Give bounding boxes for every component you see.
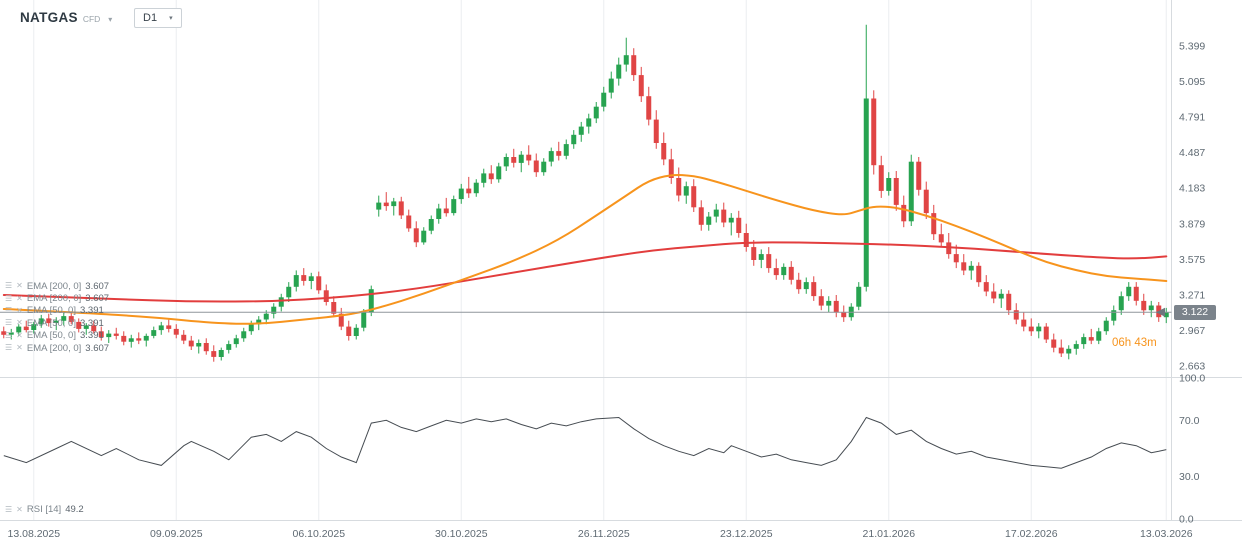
indicator-name: EMA [200, 0]	[26, 342, 82, 354]
indicator-remove-icon[interactable]: ✕	[16, 318, 23, 328]
indicator-label-row: ☰ ✕ EMA [50, 0] 3.391	[5, 330, 109, 342]
indicator-label-row: ☰ ✕ EMA [200, 0] 3.607	[5, 292, 109, 304]
indicator-label-row: ☰ ✕ EMA [200, 0] 3.607	[5, 342, 109, 354]
indicator-label-row: ☰ ✕ EMA [200, 0] 3.607	[5, 280, 109, 292]
indicator-menu-icon[interactable]: ☰	[5, 293, 13, 303]
indicator-value: 3.391	[80, 305, 104, 317]
indicator-value: 3.607	[85, 293, 110, 305]
indicator-remove-icon[interactable]: ✕	[16, 305, 23, 315]
svg-text:4.183: 4.183	[1179, 183, 1205, 195]
grid-layer	[33, 0, 1167, 520]
svg-text:2.967: 2.967	[1179, 325, 1205, 337]
svg-text:09.09.2025: 09.09.2025	[150, 528, 203, 540]
chevron-down-icon: ▾	[108, 15, 113, 24]
indicator-name: EMA [50, 0]	[26, 317, 76, 329]
indicator-remove-icon[interactable]: ✕	[16, 330, 23, 340]
indicator-value: 3.391	[80, 317, 104, 329]
timeframe-value: D1	[143, 12, 158, 24]
svg-text:06.10.2025: 06.10.2025	[293, 528, 346, 540]
ema-50-line	[2, 174, 1168, 325]
svg-text:3.575: 3.575	[1179, 254, 1205, 266]
indicator-name: EMA [50, 0]	[26, 305, 76, 317]
rsi-line	[3, 416, 1167, 469]
last-price-badge: 3.122	[1174, 305, 1216, 320]
indicator-menu-icon[interactable]: ☰	[5, 343, 13, 353]
indicator-menu-icon[interactable]: ☰	[5, 305, 13, 315]
svg-text:5.399: 5.399	[1179, 41, 1205, 53]
svg-text:0.0: 0.0	[1179, 514, 1194, 526]
svg-text:13.03.2026: 13.03.2026	[1140, 528, 1193, 540]
indicator-remove-icon[interactable]: ✕	[16, 343, 23, 353]
candles-layer	[1, 24, 1169, 362]
candle-countdown: 06h 43m	[1112, 337, 1157, 349]
indicator-value: 3.607	[85, 280, 110, 292]
svg-text:30.0: 30.0	[1179, 471, 1200, 483]
indicator-menu-icon[interactable]: ☰	[5, 281, 13, 291]
svg-text:70.0: 70.0	[1179, 415, 1200, 427]
svg-text:2.663: 2.663	[1179, 361, 1205, 373]
svg-text:4.791: 4.791	[1179, 112, 1205, 124]
svg-text:26.11.2025: 26.11.2025	[578, 528, 630, 540]
symbol-name: NATGAS	[20, 10, 78, 25]
indicator-labels: ☰ ✕ EMA [200, 0] 3.607 ☰ ✕ EMA [200, 0] 3.607 ☰ ✕…	[5, 280, 109, 354]
svg-text:30.10.2025: 30.10.2025	[435, 528, 488, 540]
timeframe-dropdown[interactable]: D1 ▾	[134, 8, 182, 28]
instrument-type-label: CFD	[82, 14, 101, 24]
chevron-down-icon: ▾	[169, 15, 173, 22]
svg-text:5.095: 5.095	[1179, 76, 1205, 88]
indicator-value: 3.391	[80, 330, 104, 342]
rsi-value: 49.2	[65, 504, 84, 515]
symbol-selector[interactable]: NATGAS CFD ▾	[20, 10, 112, 25]
indicator-label-row: ☰ ✕ EMA [50, 0] 3.391	[5, 317, 109, 329]
svg-text:13.08.2025: 13.08.2025	[8, 528, 61, 540]
indicator-remove-icon[interactable]: ✕	[16, 504, 23, 514]
time-axis: 13.08.2025 09.09.2025 06.10.2025 30.10.2025…	[8, 528, 1193, 540]
svg-text:23.12.2025: 23.12.2025	[720, 528, 773, 540]
price-axis: 5.399 5.095 4.791 4.487 4.183 3.879 3.575 3.271…	[1179, 41, 1205, 526]
rsi-indicator-label: ☰ ✕ RSI [14] 49.2	[5, 504, 84, 515]
ema-200-line	[2, 241, 1168, 303]
rsi-name: RSI [14]	[26, 504, 62, 515]
indicator-menu-icon[interactable]: ☰	[5, 330, 13, 340]
indicator-menu-icon[interactable]: ☰	[5, 318, 13, 328]
indicator-name: EMA [200, 0]	[26, 280, 82, 292]
svg-text:100.0: 100.0	[1179, 373, 1205, 385]
svg-text:3.271: 3.271	[1179, 289, 1205, 301]
indicator-value: 3.607	[85, 342, 110, 354]
indicator-menu-icon[interactable]: ☰	[5, 504, 13, 514]
indicator-label-row: ☰ ✕ EMA [50, 0] 3.391	[5, 305, 109, 317]
svg-text:21.01.2026: 21.01.2026	[863, 528, 916, 540]
indicator-remove-icon[interactable]: ✕	[16, 281, 23, 291]
indicator-name: EMA [200, 0]	[26, 293, 82, 305]
svg-text:17.02.2026: 17.02.2026	[1005, 528, 1058, 540]
indicator-remove-icon[interactable]: ✕	[16, 293, 23, 303]
indicator-name: EMA [50, 0]	[26, 330, 76, 342]
svg-text:3.879: 3.879	[1179, 218, 1205, 230]
price-pointer-icon	[1156, 307, 1165, 317]
svg-text:4.487: 4.487	[1179, 147, 1205, 159]
